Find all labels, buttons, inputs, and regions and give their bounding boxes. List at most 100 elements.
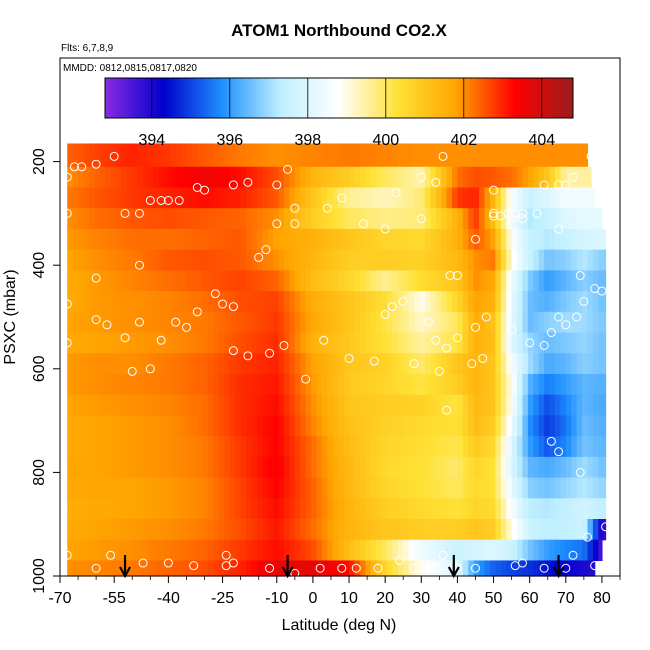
heatmap-cell <box>105 249 112 271</box>
heatmap-cell <box>522 519 529 541</box>
heatmap-cell <box>414 311 421 334</box>
heatmap-cell <box>435 456 442 479</box>
heatmap-cell <box>495 560 502 577</box>
heatmap-cell <box>311 560 318 577</box>
heatmap-cell <box>213 143 220 168</box>
heatmap-cell <box>132 539 139 562</box>
heatmap-cell <box>137 270 144 292</box>
heatmap-cell <box>126 143 133 168</box>
heatmap-cell <box>349 332 356 354</box>
heatmap-cell <box>386 456 393 479</box>
heatmap-cell <box>544 394 551 417</box>
heatmap-cell <box>294 498 301 520</box>
heatmap-cell <box>164 187 171 209</box>
heatmap-cell <box>522 291 529 313</box>
heatmap-cell <box>349 456 356 479</box>
heatmap-cell <box>554 208 561 230</box>
heatmap-cell <box>603 332 607 354</box>
heatmap-cell <box>538 187 545 209</box>
heatmap-cell <box>197 270 204 292</box>
heatmap-cell <box>153 228 160 251</box>
heatmap-cell <box>386 498 393 520</box>
heatmap-cell <box>506 560 513 577</box>
heatmap-cell <box>208 394 215 417</box>
heatmap-cell <box>571 498 578 520</box>
heatmap-cell <box>273 311 280 334</box>
heatmap-cell <box>598 539 603 562</box>
heatmap-cell <box>137 249 144 271</box>
heatmap-cell <box>506 477 513 499</box>
heatmap-cell <box>603 373 607 396</box>
heatmap-cell <box>484 373 491 396</box>
heatmap-cell <box>332 291 339 313</box>
heatmap-cell <box>213 249 220 271</box>
heatmap-cell <box>554 143 561 168</box>
heatmap-cell <box>462 436 469 458</box>
heatmap-cell <box>484 187 491 209</box>
heatmap-cell <box>473 332 480 354</box>
heatmap-cell <box>72 332 79 354</box>
heatmap-cell <box>116 477 123 499</box>
heatmap-cell <box>435 270 442 292</box>
heatmap-cell <box>110 436 117 458</box>
heatmap-cell <box>424 187 431 209</box>
heatmap-cell <box>186 415 193 437</box>
heatmap-cell <box>452 249 459 271</box>
heatmap-cell <box>495 311 502 334</box>
heatmap-cell <box>381 143 388 168</box>
heatmap-cell <box>246 228 253 251</box>
heatmap-cell <box>560 415 567 437</box>
heatmap-cell <box>419 332 426 354</box>
heatmap-cell <box>338 456 345 479</box>
heatmap-cell <box>327 394 334 417</box>
heatmap-cell <box>110 166 117 189</box>
heatmap-cell <box>121 373 128 396</box>
heatmap-cell <box>533 249 540 271</box>
heatmap-cell <box>484 456 491 479</box>
heatmap-cell <box>446 143 453 168</box>
heatmap-cell <box>316 415 323 437</box>
heatmap-cell <box>284 249 291 271</box>
heatmap-cell <box>72 560 79 577</box>
heatmap-cell <box>110 519 117 541</box>
heatmap-cell <box>468 394 475 417</box>
heatmap-cell <box>376 373 383 396</box>
heatmap-cell <box>430 228 437 251</box>
heatmap-cell <box>235 373 242 396</box>
heatmap-cell <box>446 498 453 520</box>
heatmap-cell <box>278 166 285 189</box>
heatmap-cell <box>479 187 486 209</box>
heatmap-cell <box>224 394 231 417</box>
heatmap-cell <box>365 166 372 189</box>
heatmap-cell <box>354 456 361 479</box>
heatmap-cell <box>419 373 426 396</box>
sample-point-marker <box>395 555 405 565</box>
heatmap-cell <box>544 373 551 396</box>
heatmap-cell <box>511 436 518 458</box>
heatmap-cell <box>527 498 534 520</box>
heatmap-cell <box>343 353 350 375</box>
heatmap-cell <box>414 373 421 396</box>
heatmap-cell <box>83 519 90 541</box>
heatmap-cell <box>582 143 589 168</box>
heatmap-cell <box>267 270 274 292</box>
heatmap-cell <box>549 373 556 396</box>
heatmap-cell <box>489 498 496 520</box>
heatmap-cell <box>582 311 589 334</box>
heatmap-cell <box>424 166 431 189</box>
heatmap-cell <box>170 498 177 520</box>
heatmap-cell <box>273 456 280 479</box>
heatmap-cell <box>338 353 345 375</box>
heatmap-cell <box>72 187 79 209</box>
heatmap-cell <box>175 415 182 437</box>
heatmap-cell <box>159 415 166 437</box>
heatmap-cell <box>105 143 112 168</box>
heatmap-cell <box>321 353 328 375</box>
heatmap-cell <box>327 228 334 251</box>
heatmap-cell <box>218 291 225 313</box>
heatmap-cell <box>99 498 106 520</box>
heatmap-cell <box>343 311 350 334</box>
heatmap-cell <box>414 332 421 354</box>
heatmap-cell <box>462 249 469 271</box>
heatmap-cell <box>571 436 578 458</box>
